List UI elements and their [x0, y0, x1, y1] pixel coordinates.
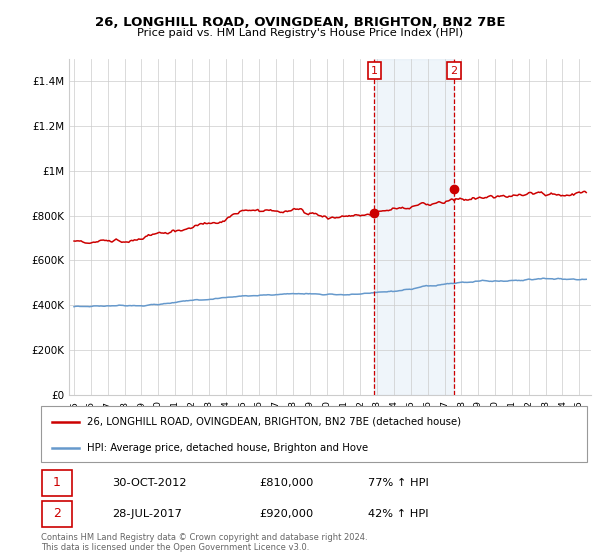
Bar	[42, 470, 72, 496]
Text: Price paid vs. HM Land Registry's House Price Index (HPI): Price paid vs. HM Land Registry's House …	[137, 28, 463, 38]
Text: 1: 1	[371, 66, 378, 76]
Text: This data is licensed under the Open Government Licence v3.0.: This data is licensed under the Open Gov…	[41, 543, 309, 552]
Text: 30-OCT-2012: 30-OCT-2012	[112, 478, 186, 488]
Text: 26, LONGHILL ROAD, OVINGDEAN, BRIGHTON, BN2 7BE: 26, LONGHILL ROAD, OVINGDEAN, BRIGHTON, …	[95, 16, 505, 29]
Bar	[42, 501, 72, 527]
Bar	[374, 59, 454, 395]
Text: 28-JUL-2017: 28-JUL-2017	[112, 509, 182, 519]
Text: 26, LONGHILL ROAD, OVINGDEAN, BRIGHTON, BN2 7BE (detached house): 26, LONGHILL ROAD, OVINGDEAN, BRIGHTON, …	[87, 417, 461, 427]
Text: £810,000: £810,000	[259, 478, 314, 488]
Text: 42% ↑ HPI: 42% ↑ HPI	[368, 509, 429, 519]
Text: 2: 2	[53, 507, 61, 520]
Text: 2: 2	[451, 66, 458, 76]
Text: £920,000: £920,000	[259, 509, 313, 519]
Text: Contains HM Land Registry data © Crown copyright and database right 2024.: Contains HM Land Registry data © Crown c…	[41, 533, 367, 542]
Text: 77% ↑ HPI: 77% ↑ HPI	[368, 478, 429, 488]
Text: 1: 1	[53, 477, 61, 489]
Text: HPI: Average price, detached house, Brighton and Hove: HPI: Average price, detached house, Brig…	[87, 443, 368, 453]
